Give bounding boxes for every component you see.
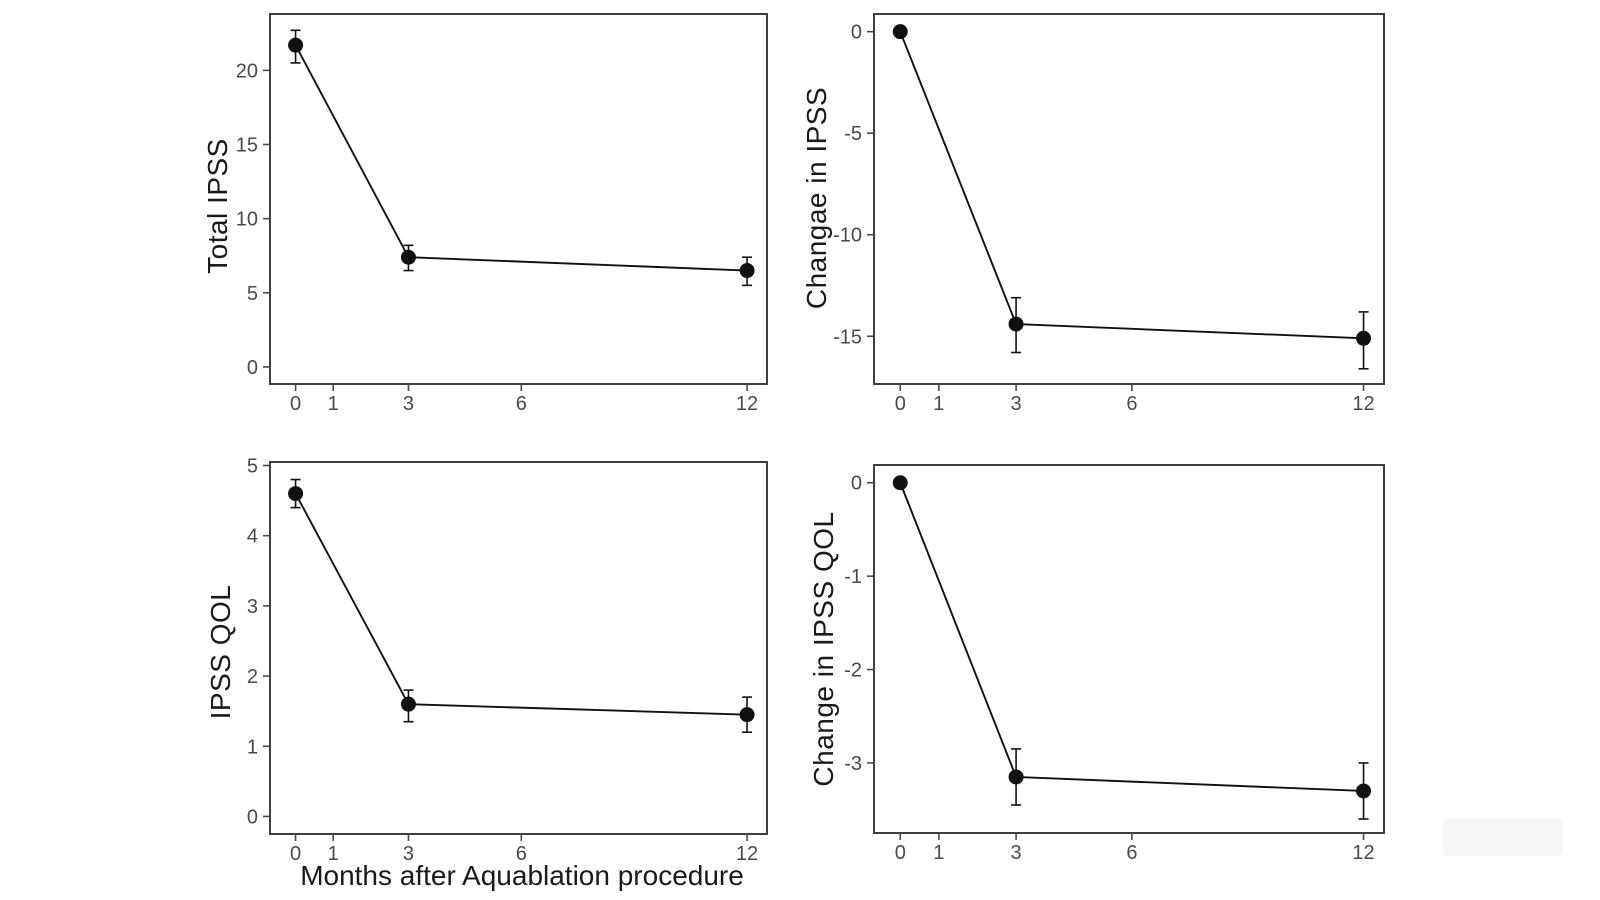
y-tick-label: 5 (247, 283, 258, 305)
y-tick-label: -10 (833, 225, 862, 247)
panel-border (873, 464, 1385, 834)
x-tick-label: 0 (895, 842, 906, 864)
y-tick-label: -1 (844, 566, 862, 588)
x-tick-label: 6 (1126, 393, 1137, 415)
x-tick-label: 12 (736, 393, 758, 415)
panel-border (269, 461, 768, 835)
y-tick-label: 3 (247, 596, 258, 618)
y-tick-label: -3 (844, 753, 862, 775)
y-axis-label-change-in-ipss-qol: Change in IPSS QOL (808, 511, 839, 787)
data-point (739, 707, 755, 723)
x-tick-label: 1 (933, 393, 944, 415)
chart-panel-1: 0 -5 -10 -15 0 1 3 6 12 (833, 13, 1385, 415)
y-tick-label: 0 (851, 473, 862, 495)
series-line (294, 493, 748, 716)
x-tick-label: 3 (403, 843, 414, 865)
data-point (892, 475, 908, 491)
y-tick-label: 5 (247, 456, 258, 478)
x-tick-label: 0 (290, 843, 301, 865)
data-point (739, 263, 755, 279)
y-tick-label: 0 (247, 806, 258, 828)
y-tick-label: 1 (247, 736, 258, 758)
x-tick-label: 3 (403, 393, 414, 415)
panel-border (873, 13, 1385, 385)
series-line (294, 44, 748, 272)
y-tick-label: 15 (236, 135, 258, 157)
data-point (1008, 769, 1024, 785)
y-tick-label: 2 (247, 666, 258, 688)
x-tick-label: 0 (290, 393, 301, 415)
x-tick-label: 3 (1011, 393, 1022, 415)
data-point (400, 249, 416, 265)
x-tick-label: 3 (1011, 842, 1022, 864)
y-tick-label: 10 (236, 209, 258, 231)
panel-border (269, 13, 768, 385)
y-tick-label: -15 (833, 326, 862, 348)
x-axis-label-months: Months after Aquablation procedure (300, 860, 744, 891)
y-tick-label: -2 (844, 660, 862, 682)
data-point (1008, 316, 1024, 332)
x-tick-label: 0 (895, 393, 906, 415)
data-point (288, 486, 304, 502)
y-tick-label: 0 (247, 357, 258, 379)
y-tick-label: -5 (844, 123, 862, 145)
y-axis-label-ipss-qol: IPSS QOL (205, 584, 236, 720)
x-tick-label: 6 (516, 393, 527, 415)
x-tick-label: 1 (933, 842, 944, 864)
data-point (288, 37, 304, 53)
watermark (1443, 818, 1563, 856)
y-tick-label: 20 (236, 60, 258, 82)
x-tick-label: 1 (328, 843, 339, 865)
y-tick-label: 0 (851, 22, 862, 44)
x-tick-label: 12 (1352, 393, 1374, 415)
y-axis-label-change-in-ipss: Changae in IPSS (801, 86, 832, 310)
data-point (1356, 783, 1372, 799)
chart-panel-0: 0 5 10 15 20 0 1 3 6 12 (236, 13, 768, 415)
x-tick-label: 12 (1352, 842, 1374, 864)
x-tick-label: 6 (1126, 842, 1137, 864)
x-tick-label: 1 (328, 393, 339, 415)
series-line (899, 31, 1364, 340)
y-axis-label-total-ipss: Total IPSS (202, 138, 233, 274)
data-point (1356, 330, 1372, 346)
data-point (400, 696, 416, 712)
x-tick-label: 12 (736, 843, 758, 865)
y-tick-label: 4 (247, 526, 258, 548)
data-point (892, 24, 908, 40)
chart-panel-3: 0 -1 -2 -3 0 1 3 6 12 (844, 464, 1385, 864)
x-tick-label: 6 (516, 843, 527, 865)
series-line (899, 482, 1364, 792)
